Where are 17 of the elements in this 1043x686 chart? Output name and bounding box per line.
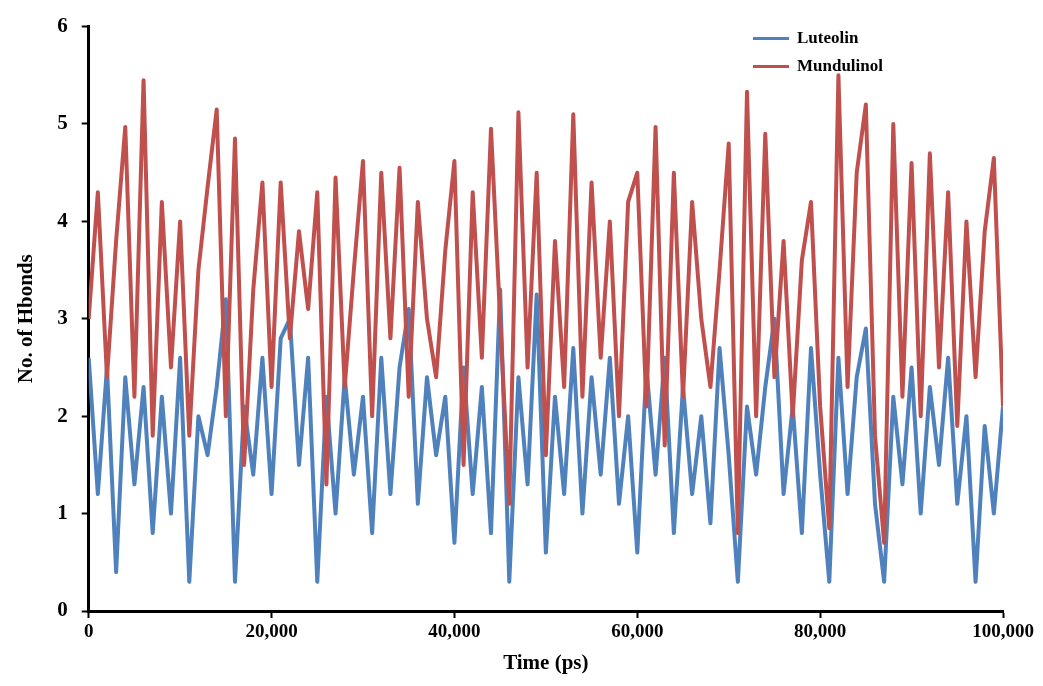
x-axis-title: Time (ps) — [503, 649, 589, 674]
legend-label: Luteolin — [797, 27, 859, 47]
y-tick-label: 6 — [57, 13, 68, 38]
x-tick-label: 60,000 — [611, 620, 664, 642]
y-tick-label: 3 — [57, 305, 68, 330]
y-tick-label: 5 — [57, 110, 68, 135]
x-tick-label: 100,000 — [972, 620, 1034, 642]
x-tick-label: 0 — [83, 620, 94, 642]
y-tick-label: 0 — [57, 597, 68, 622]
x-tick-label: 40,000 — [428, 620, 481, 642]
y-axis-title: No. of Hbonds — [13, 254, 38, 384]
y-tick-label: 1 — [57, 500, 68, 525]
legend-label: Mundulinol — [797, 55, 884, 75]
x-tick-label: 80,000 — [794, 620, 847, 642]
x-tick-label: 20,000 — [245, 620, 298, 642]
y-tick-label: 2 — [57, 402, 68, 427]
y-tick-label: 4 — [57, 207, 69, 232]
